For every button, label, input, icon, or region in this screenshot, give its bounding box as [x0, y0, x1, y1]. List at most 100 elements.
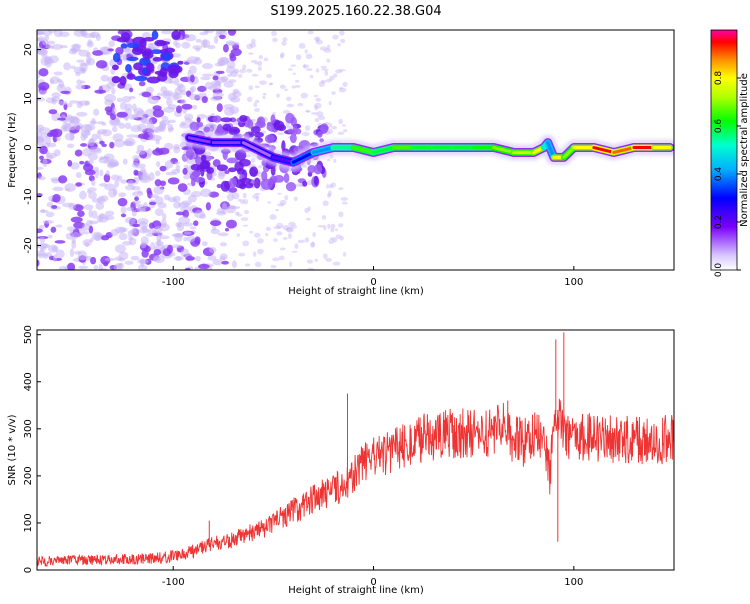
noise-blob: [223, 44, 229, 53]
noise-blob: [83, 204, 94, 210]
noise-blob: [75, 182, 82, 187]
noise-blob: [103, 173, 111, 183]
noise-blob: [171, 30, 181, 41]
noise-blob: [52, 254, 58, 262]
noise-blob: [228, 187, 238, 193]
noise-blob: [133, 169, 139, 176]
noise-blob: [283, 173, 290, 184]
noise-blob: [42, 220, 54, 224]
noise-blob: [74, 149, 83, 157]
noise-blob: [298, 43, 306, 49]
noise-blob: [76, 79, 82, 85]
noise-blob: [244, 182, 254, 189]
spectrogram-xlabel: Height of straight line (km): [288, 286, 424, 297]
noise-blob: [276, 231, 283, 236]
noise-blob: [99, 169, 104, 177]
noise-blob: [106, 81, 115, 89]
noise-blob: [180, 90, 187, 96]
noise-blob: [186, 235, 196, 242]
noise-blob: [135, 150, 146, 155]
noise-blob: [109, 141, 115, 149]
noise-blob: [70, 216, 83, 223]
noise-blob: [166, 244, 173, 254]
noise-blob: [340, 38, 346, 44]
noise-blob: [339, 86, 344, 90]
noise-blob: [279, 84, 286, 90]
noise-blob: [304, 237, 310, 243]
noise-blob: [146, 187, 152, 195]
noise-blob: [175, 105, 182, 114]
noise-blob: [88, 191, 97, 200]
ridge-core: [492, 146, 516, 154]
noise-blob: [253, 102, 258, 108]
noise-blob: [164, 160, 174, 169]
noise-blob: [318, 115, 326, 121]
snr-xtick-label: 100: [564, 577, 583, 588]
noise-blob: [320, 79, 326, 84]
noise-blob: [147, 42, 154, 50]
noise-blob: [191, 104, 198, 110]
snr-xlabel: Height of straight line (km): [288, 585, 424, 596]
noise-blob: [133, 62, 143, 71]
noise-blob: [216, 183, 222, 189]
noise-blob: [139, 259, 147, 264]
noise-blob: [243, 210, 250, 215]
noise-blob: [86, 57, 95, 66]
noise-blob: [37, 136, 45, 146]
noise-blob: [327, 158, 331, 162]
noise-blob: [326, 44, 331, 50]
noise-blob: [156, 126, 163, 131]
noise-blob: [202, 39, 208, 49]
noise-blob: [337, 223, 344, 228]
noise-blob: [332, 261, 341, 266]
noise-blob: [107, 162, 115, 169]
noise-blob: [232, 91, 242, 98]
noise-blob: [323, 48, 332, 53]
noise-blob: [194, 210, 205, 219]
noise-blob: [112, 133, 124, 142]
noise-blob: [152, 108, 164, 118]
spectrogram-xtick-label: -100: [162, 277, 185, 288]
noise-blob: [219, 256, 226, 261]
noise-blob: [159, 235, 170, 240]
noise-blob: [335, 69, 343, 74]
noise-blob: [249, 42, 257, 48]
noise-blob: [58, 265, 67, 270]
noise-blob: [126, 206, 135, 212]
noise-blob: [138, 264, 148, 270]
noise-blob: [48, 109, 58, 115]
noise-blob: [297, 102, 304, 107]
noise-blob: [162, 106, 175, 113]
noise-blob: [45, 211, 55, 218]
noise-blob: [116, 97, 123, 103]
noise-blob: [37, 259, 40, 267]
noise-blob: [189, 226, 197, 230]
noise-blob: [178, 216, 191, 225]
noise-blob: [273, 238, 278, 242]
noise-blob: [162, 90, 174, 97]
noise-blob: [38, 81, 50, 91]
noise-blob: [242, 240, 250, 247]
noise-blob: [70, 162, 80, 170]
noise-blob: [88, 146, 101, 153]
noise-blob: [193, 220, 199, 227]
noise-blob: [217, 57, 229, 66]
noise-blob: [337, 43, 341, 47]
spectrogram-ytick-label: -10: [23, 188, 34, 204]
noise-blob: [338, 211, 344, 218]
noise-blob: [91, 198, 102, 203]
noise-blob: [289, 225, 298, 229]
noise-blob: [206, 167, 215, 174]
noise-blob: [182, 167, 188, 175]
noise-blob: [315, 97, 322, 102]
noise-blob: [307, 206, 311, 211]
noise-blob: [95, 202, 105, 210]
noise-blob: [222, 123, 232, 132]
noise-blob: [310, 242, 316, 248]
snr-ytick-label: 500: [23, 325, 34, 344]
noise-blob: [150, 241, 156, 251]
snr-ytick-label: 200: [23, 466, 34, 485]
noise-blob: [216, 70, 225, 75]
noise-blob: [101, 129, 112, 137]
noise-blob: [132, 223, 141, 228]
